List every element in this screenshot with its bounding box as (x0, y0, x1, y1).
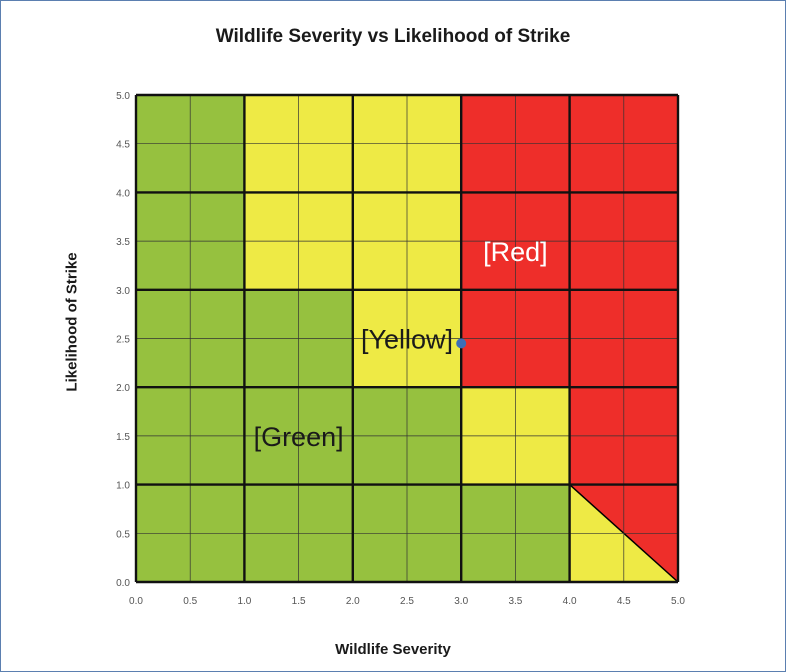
x-tick-label: 0.0 (129, 596, 143, 607)
x-tick-label: 0.5 (183, 596, 197, 607)
x-tick-label: 3.0 (454, 596, 468, 607)
x-tick-label: 5.0 (671, 596, 685, 607)
y-tick-label: 4.0 (116, 188, 130, 199)
y-tick-label: 0.5 (116, 529, 130, 540)
x-axis-label: Wildlife Severity (335, 641, 451, 658)
y-tick-label: 4.5 (116, 140, 130, 151)
data-point (456, 338, 467, 349)
y-tick-label: 3.0 (116, 286, 130, 297)
x-tick-label: 4.0 (563, 596, 577, 607)
y-tick-label: 1.0 (116, 481, 130, 492)
x-tick-label: 1.0 (237, 596, 251, 607)
chart-title: Wildlife Severity vs Likelihood of Strik… (215, 26, 571, 47)
x-tick-label: 2.5 (400, 596, 414, 607)
x-tick-label: 3.5 (508, 596, 522, 607)
y-tick-label: 5.0 (116, 91, 130, 102)
y-tick-label: 0.0 (116, 578, 130, 589)
y-tick-label: 2.5 (116, 335, 130, 346)
y-tick-label: 3.5 (116, 237, 130, 248)
x-tick-label: 1.5 (292, 596, 306, 607)
zone-label-red: [Red] (483, 237, 548, 267)
x-tick-label: 2.0 (346, 596, 360, 607)
y-tick-label: 2.0 (116, 383, 130, 394)
x-tick-label: 4.5 (617, 596, 631, 607)
zone-label-yellow: [Yellow] (361, 325, 453, 355)
y-tick-label: 1.5 (116, 432, 130, 443)
zone-label-green: [Green] (254, 422, 344, 452)
